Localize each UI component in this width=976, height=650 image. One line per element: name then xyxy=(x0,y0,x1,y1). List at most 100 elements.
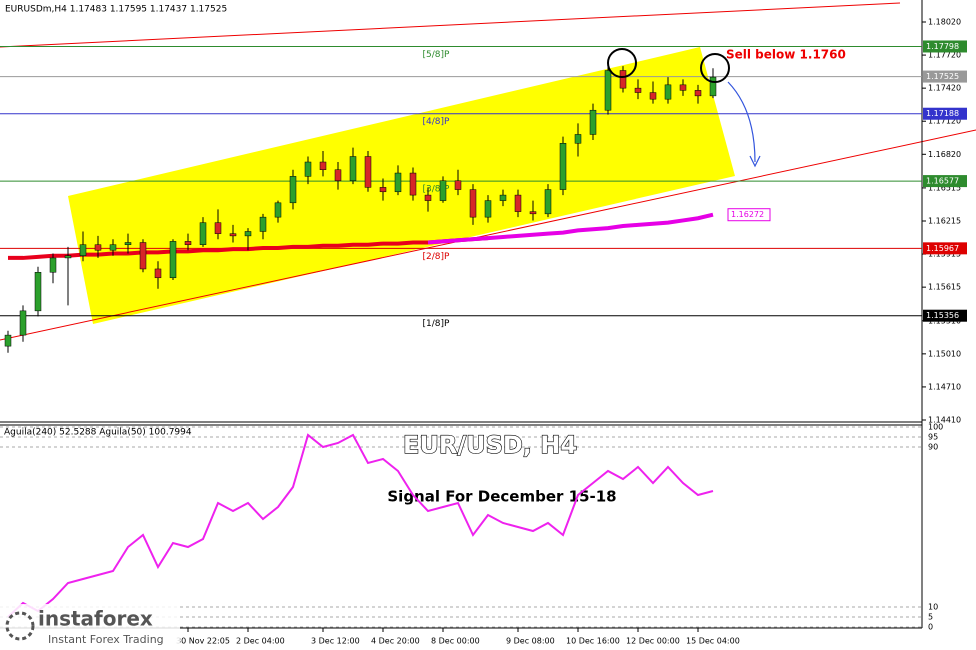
candle-body xyxy=(559,143,567,190)
indicator-tick-label: 95 xyxy=(928,433,938,442)
candle-body xyxy=(664,84,672,100)
level-label: 1.15967 xyxy=(926,244,959,253)
candle-body xyxy=(229,233,237,237)
candle-body xyxy=(94,244,102,251)
y-tick-label: 1.15615 xyxy=(928,283,961,292)
y-tick-label: 1.16515 xyxy=(928,183,961,192)
candle-body xyxy=(619,70,627,89)
level-label: 1.17188 xyxy=(926,109,959,118)
x-tick-label: 2 Dec 04:00 xyxy=(236,637,285,646)
candle-body xyxy=(289,176,297,204)
murrey-label: [1/8]P xyxy=(423,319,451,329)
candle-body xyxy=(424,194,432,201)
candle-body xyxy=(484,200,492,218)
x-tick-label: 3 Dec 12:00 xyxy=(311,637,360,646)
level-box xyxy=(923,70,967,83)
candle-body xyxy=(259,216,267,232)
level-label: 1.16577 xyxy=(926,177,959,186)
candle-body xyxy=(169,241,177,279)
candle-body xyxy=(544,189,552,215)
murrey-label: [2/8]P xyxy=(423,252,451,262)
x-tick-label: 15 Dec 04:00 xyxy=(686,637,740,646)
indicator-tick-label: 90 xyxy=(928,443,938,452)
candle-body xyxy=(34,272,42,312)
candle-body xyxy=(184,241,192,245)
candle-body xyxy=(469,189,477,218)
channel-fill xyxy=(68,47,735,324)
level-label: 1.15356 xyxy=(926,311,959,320)
y-tick-label: 1.14410 xyxy=(928,416,961,425)
candle-body xyxy=(139,242,147,270)
y-tick-label: 1.16820 xyxy=(928,150,961,159)
channel-upper xyxy=(0,2,901,48)
candle-body xyxy=(109,244,117,251)
level-box xyxy=(923,175,967,188)
chart-title: EURUSDm,H4 1.17483 1.17595 1.17437 1.175… xyxy=(5,5,227,15)
subtitle: Signal For December 15-18 xyxy=(387,488,616,506)
candle-body xyxy=(439,180,447,201)
level-box xyxy=(923,107,967,120)
candle-body xyxy=(334,169,342,182)
logo-tagline: Instant Forex Trading xyxy=(48,633,164,646)
y-tick-label: 1.15010 xyxy=(928,349,961,358)
candle-body xyxy=(589,109,597,135)
x-tick-label: 10 Dec 16:00 xyxy=(566,637,620,646)
candle-body xyxy=(529,211,537,215)
candle-body xyxy=(364,156,372,188)
x-tick-label: 9 Dec 08:00 xyxy=(506,637,555,646)
candle-body xyxy=(349,156,357,182)
candle-body xyxy=(19,310,27,336)
y-tick-label: 1.14710 xyxy=(928,382,961,391)
candle-body xyxy=(709,76,717,97)
indicator-title: Aguila(240) 52.5288 Aguila(50) 100.7994 xyxy=(4,428,192,438)
candle-body xyxy=(4,334,12,347)
indicator-line xyxy=(7,433,714,618)
x-tick-label: 12 Dec 00:00 xyxy=(626,637,680,646)
logo-icon xyxy=(5,611,35,641)
logo-bg xyxy=(0,604,180,650)
candle-body xyxy=(304,161,312,177)
highlight-circle xyxy=(700,53,730,83)
x-tick-label: 4 Dec 20:00 xyxy=(371,637,420,646)
candle-body xyxy=(409,172,417,196)
y-tick-label: 1.17120 xyxy=(928,117,961,126)
level-box xyxy=(923,242,967,255)
x-tick-label: 8 Dec 00:00 xyxy=(431,637,480,646)
ma-label: 1.16272 xyxy=(731,210,764,219)
candle-body xyxy=(49,257,57,273)
indicator-tick-label: 10 xyxy=(928,603,938,612)
indicator-tick-label: 100 xyxy=(928,423,943,432)
candle-body xyxy=(199,222,207,245)
projection-arrow xyxy=(727,81,756,163)
murrey-label: [5/8]P xyxy=(423,50,451,60)
candle-body xyxy=(574,134,582,144)
candle-body xyxy=(694,90,702,97)
candle-body xyxy=(514,194,522,212)
logo: instaforex xyxy=(38,607,153,631)
candle-body xyxy=(124,242,132,245)
candle-body xyxy=(244,231,252,237)
arrow-head xyxy=(749,155,761,168)
level-box xyxy=(923,40,967,53)
candle-body xyxy=(679,84,687,91)
y-tick-label: 1.17720 xyxy=(928,51,961,60)
y-tick-label: 1.16215 xyxy=(928,217,961,226)
candle-body xyxy=(274,202,282,218)
candle-body xyxy=(64,255,72,259)
ma-magenta xyxy=(427,212,714,245)
murrey-label: [4/8]P xyxy=(423,117,451,127)
signal-note: Sell below 1.1760 xyxy=(726,48,846,62)
candle-body xyxy=(79,244,87,256)
candle-body xyxy=(154,268,162,279)
indicator-tick-label: 0 xyxy=(928,623,933,632)
x-tick-label: 30 Nov 22:05 xyxy=(176,637,230,646)
y-tick-label: 1.18020 xyxy=(928,18,961,27)
headline: EUR/USD, H4 xyxy=(403,431,577,459)
channel-lower xyxy=(0,129,976,341)
candle-body xyxy=(394,172,402,193)
candle-body xyxy=(454,180,462,190)
level-box xyxy=(923,309,967,322)
candle-body xyxy=(499,194,507,201)
murrey-label: [3/8]P xyxy=(423,185,451,195)
